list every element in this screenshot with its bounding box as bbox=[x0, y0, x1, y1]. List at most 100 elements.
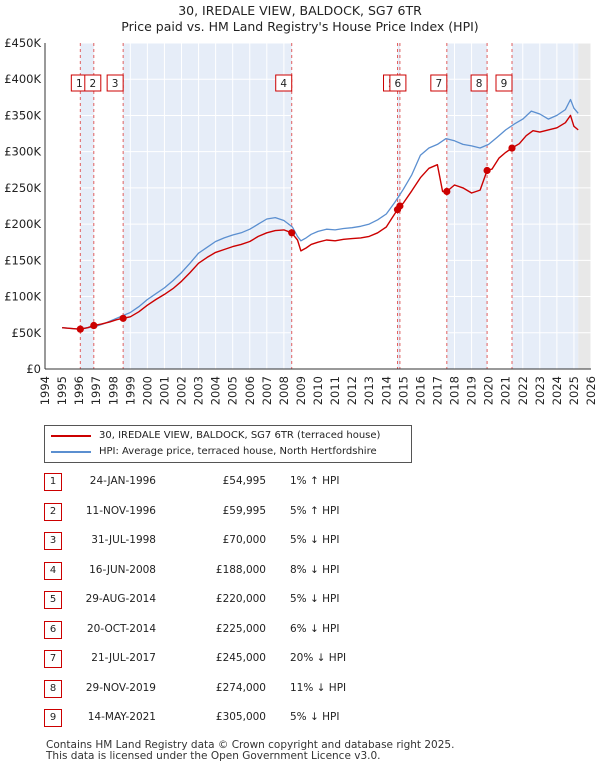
sale-badge-label: 7 bbox=[435, 78, 442, 90]
sale-row-date: 29-AUG-2014 bbox=[85, 593, 156, 605]
sale-row-hpi: 5% ↓ HPI bbox=[290, 534, 340, 546]
x-tick-label: 1999 bbox=[123, 376, 137, 405]
sale-badge-label: 4 bbox=[280, 78, 287, 90]
sale-row: 8 29-NOV-2019 £274,000 11% ↓ HPI bbox=[0, 679, 600, 700]
x-tick-label: 2023 bbox=[533, 376, 547, 405]
sale-row-number: 9 bbox=[44, 709, 62, 727]
sale-badge-9: 9 bbox=[495, 74, 513, 92]
legend-item-property: 30, IREDALE VIEW, BALDOCK, SG7 6TR (terr… bbox=[51, 429, 405, 443]
sale-point bbox=[119, 314, 127, 322]
sale-point bbox=[483, 166, 491, 175]
x-tick-label: 2015 bbox=[396, 376, 410, 405]
chart-title-line1: 30, IREDALE VIEW, BALDOCK, SG7 6TR bbox=[178, 3, 422, 18]
sale-row: 4 16-JUN-2008 £188,000 8% ↓ HPI bbox=[0, 561, 600, 582]
x-tick-label: 2011 bbox=[328, 376, 342, 405]
sale-row-date: 14-MAY-2021 bbox=[87, 711, 156, 723]
x-tick-label: 2019 bbox=[465, 376, 479, 405]
sale-row-number: 4 bbox=[44, 561, 62, 580]
sale-row: 1 24-JAN-1996 £54,995 1% ↑ HPI bbox=[0, 473, 600, 493]
sale-row-price: £220,000 bbox=[215, 593, 266, 605]
footer: Contains HM Land Registry data © Crown c… bbox=[46, 740, 454, 762]
legend-label-property: 30, IREDALE VIEW, BALDOCK, SG7 6TR (terr… bbox=[99, 430, 381, 441]
sale-row-price: £274,000 bbox=[215, 681, 266, 694]
footer-line2: This data is licensed under the Open Gov… bbox=[46, 750, 381, 762]
x-tick-label: 2017 bbox=[430, 376, 444, 405]
sale-badge-box bbox=[495, 74, 513, 92]
sale-row-number: 7 bbox=[44, 650, 62, 668]
sale-badge-2: 2 bbox=[84, 74, 102, 92]
y-tick-label: £300K bbox=[4, 145, 41, 159]
sale-badge-label: 8 bbox=[476, 78, 483, 90]
ownership-band bbox=[446, 43, 488, 369]
price-chart: £0 £50K £100K £150K £200K £250K £300K £350K £400… bbox=[4, 36, 598, 405]
x-tick-label: 1996 bbox=[72, 376, 86, 405]
x-tick-label: 2018 bbox=[448, 376, 462, 405]
y-tick-label: £50K bbox=[12, 326, 42, 340]
sale-row-hpi: 11% ↓ HPI bbox=[290, 681, 347, 694]
sale-badge-label: 3 bbox=[112, 78, 119, 90]
x-tick-label: 2004 bbox=[209, 376, 223, 405]
sale-row: 6 20-OCT-2014 £225,000 6% ↓ HPI bbox=[0, 620, 600, 641]
sale-badge-4: 4 bbox=[275, 74, 293, 92]
sale-row: 9 14-MAY-2021 £305,000 5% ↓ HPI bbox=[0, 709, 600, 729]
sale-badge-8: 8 bbox=[470, 74, 488, 92]
property-series-line bbox=[62, 114, 579, 330]
y-tick-label: £200K bbox=[4, 217, 41, 231]
x-tick-label: 2016 bbox=[413, 376, 427, 405]
sale-badge-box bbox=[106, 74, 124, 92]
sale-row-hpi: 5% ↓ HPI bbox=[290, 711, 340, 723]
x-tick-label: 2000 bbox=[140, 376, 154, 405]
sale-badge-label: 9 bbox=[501, 78, 508, 90]
sale-badge-label: 6 bbox=[395, 78, 402, 90]
sale-badge-1: 1 bbox=[70, 74, 88, 92]
sale-point bbox=[396, 202, 404, 210]
y-tick-label: £150K bbox=[4, 253, 41, 267]
sale-row-hpi: 5% ↑ HPI bbox=[290, 504, 340, 517]
x-tick-label: 2026 bbox=[584, 376, 598, 405]
sale-point bbox=[90, 321, 98, 330]
sale-badge-3: 3 bbox=[106, 74, 124, 92]
x-tick-label: 1994 bbox=[38, 376, 52, 405]
sale-row-number: 8 bbox=[44, 679, 62, 698]
sale-row: 3 31-JUL-1998 £70,000 5% ↓ HPI bbox=[0, 532, 600, 552]
sale-badge-box bbox=[275, 74, 293, 92]
x-tick-label: 2021 bbox=[499, 376, 513, 405]
sale-row-number: 5 bbox=[44, 591, 62, 609]
y-tick-label: £100K bbox=[4, 290, 41, 304]
sale-row-hpi: 20% ↓ HPI bbox=[290, 652, 347, 664]
x-tick-label: 2014 bbox=[379, 376, 393, 405]
x-tick-label: 2012 bbox=[345, 376, 359, 405]
y-tick-label: £350K bbox=[4, 108, 41, 122]
sale-row-price: £70,000 bbox=[222, 534, 266, 546]
sale-row-number: 3 bbox=[44, 532, 62, 550]
x-tick-label: 2003 bbox=[192, 376, 206, 405]
sale-badge-box bbox=[430, 74, 448, 92]
legend-swatch-property bbox=[51, 435, 91, 437]
sale-row-price: £188,000 bbox=[215, 563, 266, 576]
sale-row-hpi: 6% ↓ HPI bbox=[290, 622, 340, 635]
sale-row: 5 29-AUG-2014 £220,000 5% ↓ HPI bbox=[0, 591, 600, 611]
y-tick-label: £0 bbox=[26, 362, 41, 376]
sale-row: 7 21-JUL-2017 £245,000 20% ↓ HPI bbox=[0, 650, 600, 670]
sale-row-date: 16-JUN-2008 bbox=[89, 563, 156, 576]
x-tick-label: 2008 bbox=[277, 376, 291, 405]
sale-row-date: 29-NOV-2019 bbox=[85, 681, 156, 694]
sale-point bbox=[288, 229, 296, 237]
chart-legend: 30, IREDALE VIEW, BALDOCK, SG7 6TR (terr… bbox=[44, 425, 412, 463]
sale-badge-box bbox=[84, 74, 102, 92]
x-tick-label: 1997 bbox=[89, 376, 103, 405]
x-tick-label: 2020 bbox=[482, 376, 496, 405]
x-tick-label: 1998 bbox=[106, 376, 120, 405]
sale-row-price: £225,000 bbox=[215, 622, 266, 635]
sale-badge-label: 1 bbox=[76, 78, 83, 90]
sale-row-date: 31-JUL-1998 bbox=[91, 534, 156, 546]
sale-badge-box bbox=[389, 74, 407, 92]
chart-title: 30, IREDALE VIEW, BALDOCK, SG7 6TR Price… bbox=[0, 3, 600, 35]
x-tick-label: 2001 bbox=[157, 376, 171, 405]
sale-row-number: 1 bbox=[44, 473, 62, 491]
x-tick-label: 2006 bbox=[243, 376, 257, 405]
sale-badge-6: 6 bbox=[389, 74, 407, 92]
ownership-band bbox=[512, 43, 579, 369]
sale-row-hpi: 1% ↑ HPI bbox=[290, 475, 340, 487]
sale-row-date: 11-NOV-1996 bbox=[85, 504, 156, 517]
